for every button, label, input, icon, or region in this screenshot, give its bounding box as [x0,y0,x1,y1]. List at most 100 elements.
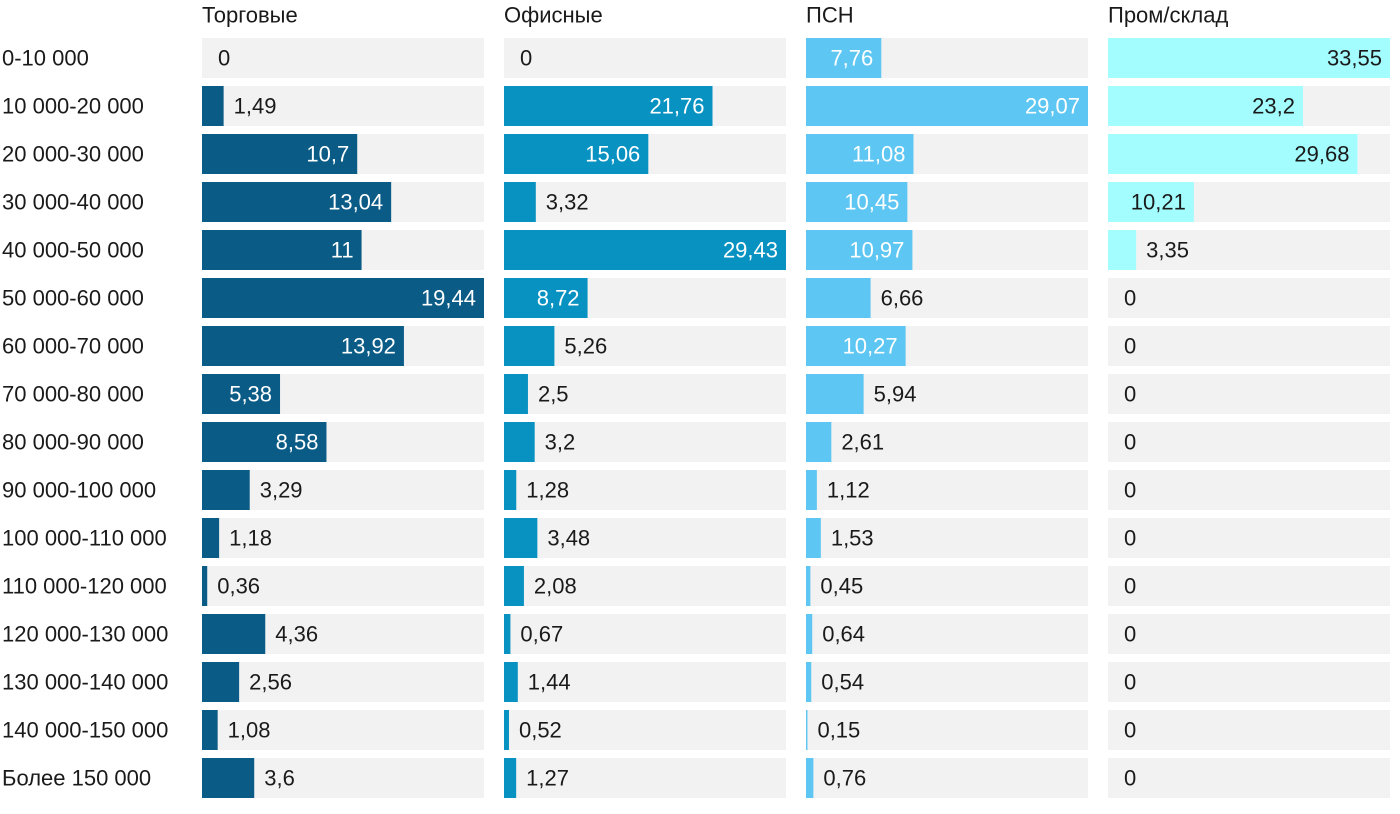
value-label: 1,12 [827,478,870,503]
value-label: 29,07 [1025,94,1080,119]
bar [504,710,509,750]
bar-track [202,710,484,750]
bar [806,470,817,510]
bar-track [806,758,1088,798]
category-label: 60 000-70 000 [2,334,144,359]
value-label: 0 [1124,718,1136,743]
bar-track [504,758,786,798]
bar-track [202,662,484,702]
bar [202,614,266,654]
value-label: 3,35 [1146,238,1189,263]
bar [504,374,528,414]
bar [1108,86,1304,126]
bar [806,134,914,174]
bar [504,134,649,174]
bar-track [504,662,786,702]
value-label: 0,64 [822,622,865,647]
bar [806,374,864,414]
bar [504,278,588,318]
category-label: 10 000-20 000 [2,94,144,119]
bar [1108,230,1137,270]
category-label: 40 000-50 000 [2,238,144,263]
value-label: 0,76 [823,766,866,791]
value-label: 0,45 [820,574,863,599]
value-label: 0 [1124,334,1136,359]
bar-track [504,182,786,222]
bar-track [504,710,786,750]
value-label: 10,45 [844,190,899,215]
panel-title: ПСН [806,3,854,28]
category-label: 130 000-140 000 [2,670,168,695]
value-label: 2,56 [249,670,292,695]
value-label: 0 [1124,382,1136,407]
bar-track [202,518,484,558]
bar [1108,134,1358,174]
value-label: 15,06 [585,142,640,167]
panel-title: Офисные [504,3,603,28]
bar [504,614,511,654]
bar-track [202,38,484,78]
bar [202,710,218,750]
value-label: 29,43 [723,238,778,263]
bar [504,230,786,270]
value-label: 0 [1124,766,1136,791]
value-label: 10,21 [1131,190,1186,215]
bar [806,86,1088,126]
category-label: Более 150 000 [2,766,151,791]
value-label: 10,7 [306,142,349,167]
category-label: 90 000-100 000 [2,478,156,503]
bar [1108,38,1390,78]
bar [806,662,812,702]
bar-track [1108,278,1390,318]
category-label: 120 000-130 000 [2,622,168,647]
bar [806,614,813,654]
bar [202,758,255,798]
value-label: 1,08 [228,718,271,743]
category-label: 100 000-110 000 [2,526,167,551]
bar [1108,182,1194,222]
bar [202,374,281,414]
bar [806,38,882,78]
category-label: 50 000-60 000 [2,286,144,311]
bar [202,86,224,126]
value-label: 3,29 [260,478,303,503]
bar-track [1108,470,1390,510]
bar [504,86,713,126]
bar-track [504,518,786,558]
bar-track [1108,518,1390,558]
bar-track [1108,710,1390,750]
bar-track [1108,662,1390,702]
value-label: 4,36 [275,622,318,647]
value-label: 8,58 [276,430,319,455]
bar-track [806,518,1088,558]
value-label: 29,68 [1294,142,1349,167]
bar-track [504,614,786,654]
bar [202,278,484,318]
value-label: 23,2 [1252,94,1295,119]
panel-title: Пром/склад [1108,3,1228,28]
bar-track [1108,326,1390,366]
bar [504,470,517,510]
value-label: 6,66 [881,286,924,311]
bar-track [806,614,1088,654]
bar [202,470,250,510]
bar-track [1108,422,1390,462]
value-label: 3,6 [264,766,295,791]
value-label: 1,44 [528,670,571,695]
bar-track [504,38,786,78]
bar-track [202,86,484,126]
value-label: 1,49 [234,94,277,119]
value-label: 3,2 [545,430,576,455]
value-label: 0,15 [817,718,860,743]
value-label: 10,27 [843,334,898,359]
category-label: 70 000-80 000 [2,382,144,407]
value-label: 0 [1124,478,1136,503]
bar [806,182,908,222]
category-label: 20 000-30 000 [2,142,144,167]
bar [806,326,906,366]
value-label: 0 [1124,670,1136,695]
value-label: 0 [1124,526,1136,551]
bar [504,422,535,462]
bar [504,518,538,558]
